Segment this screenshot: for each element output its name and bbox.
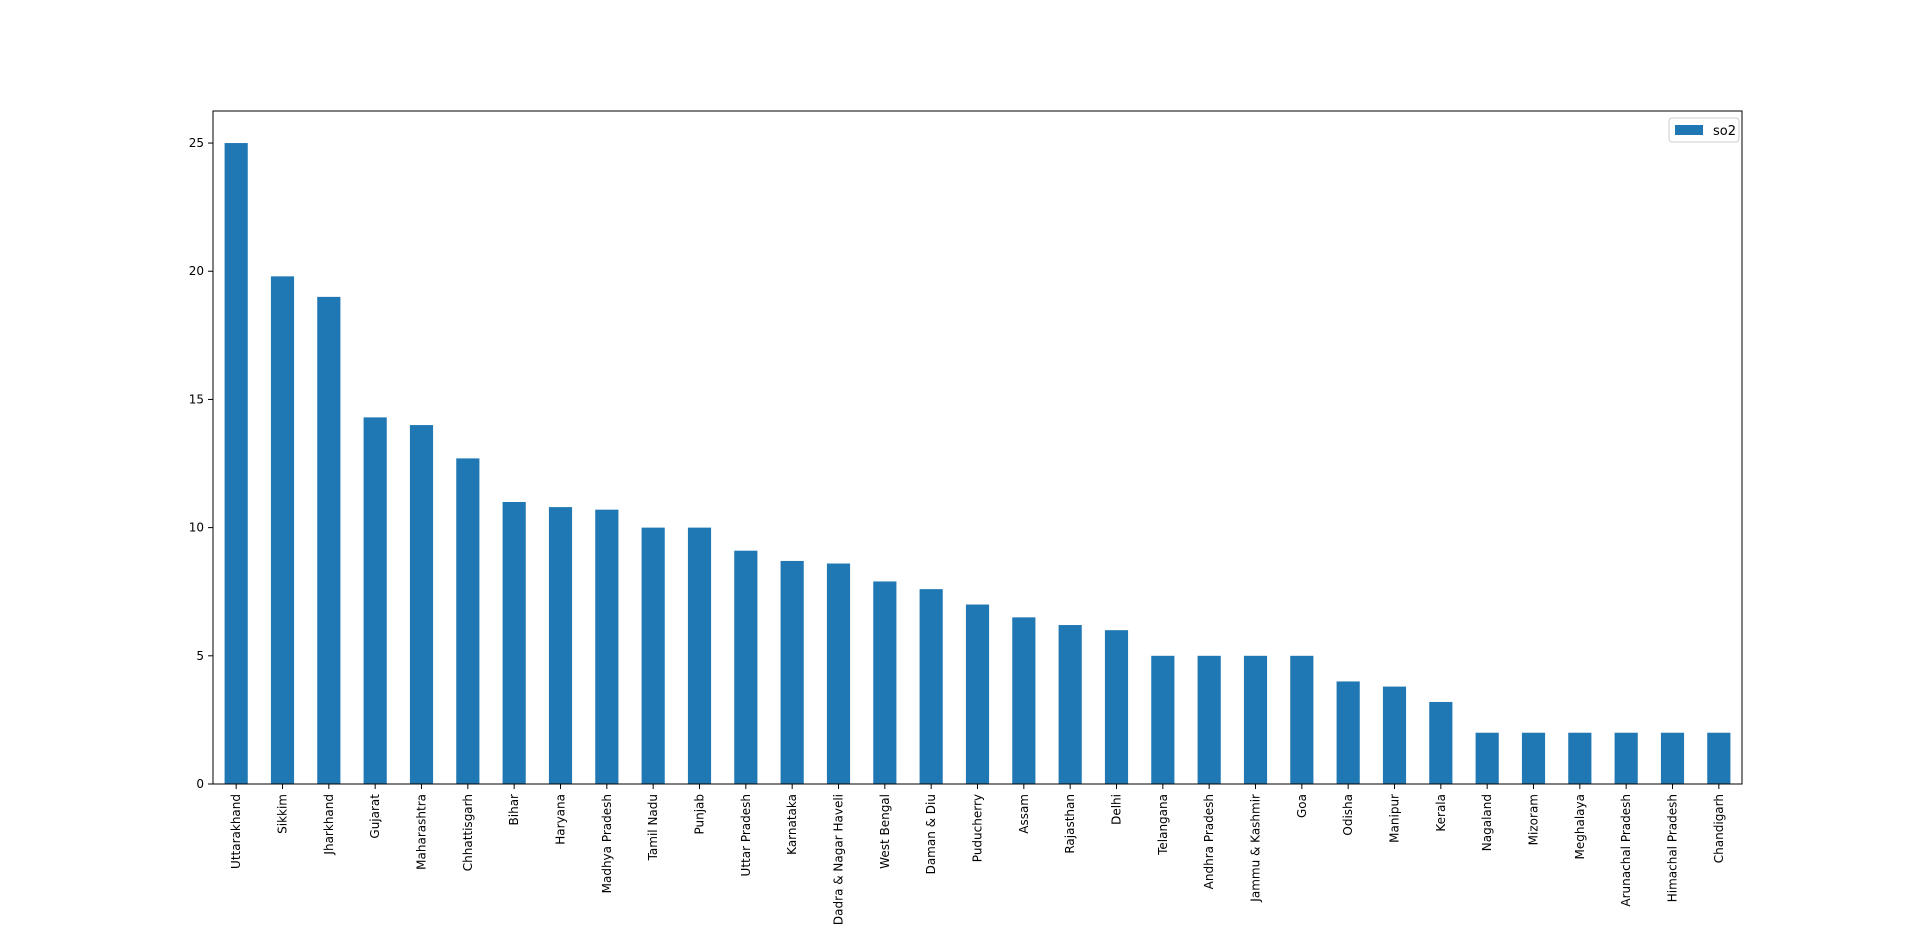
x-tick-label: Manipur	[1388, 794, 1402, 843]
bar-chandigarh	[1707, 732, 1731, 784]
x-tick-label: Kerala	[1434, 794, 1448, 832]
bar-jammu-kashmir	[1243, 655, 1268, 784]
bars-layer	[224, 143, 1731, 785]
bar-jharkhand	[317, 296, 341, 784]
x-tick-label: Karnataka	[785, 794, 799, 855]
bar-maharashtra	[409, 425, 434, 784]
x-tick-label: Mizoram	[1527, 794, 1541, 845]
x-tick-label: Dadra & Nagar Haveli	[832, 794, 846, 925]
bar-mizoram	[1521, 732, 1546, 784]
x-tick-label: Punjab	[693, 794, 707, 835]
x-tick-label: Maharashtra	[415, 794, 429, 870]
x-tick-label: Chandigarh	[1712, 794, 1726, 863]
x-axis: Uttarakhand Sikkim Jharkhand Gujarat Maharas…	[229, 784, 1726, 925]
x-tick-label: Andhra Pradesh	[1202, 794, 1216, 889]
bar-delhi	[1104, 630, 1129, 784]
y-tick-label: 25	[189, 136, 204, 150]
x-tick-label: Odisha	[1341, 794, 1355, 836]
bar-nagaland	[1475, 732, 1499, 784]
bar-sikkim	[270, 276, 295, 784]
bar-uttarakhand	[224, 143, 248, 785]
bar-gujarat	[363, 417, 387, 784]
x-tick-label: Haryana	[554, 794, 568, 845]
x-tick-label: Tamil Nadu	[646, 794, 660, 861]
x-tick-label: Telangana	[1156, 794, 1170, 856]
x-tick-label: Assam	[1017, 794, 1031, 834]
x-tick-label: Madhya Pradesh	[600, 794, 614, 893]
bar-arunachal-pradesh	[1614, 732, 1638, 784]
bar-dadra-nagar-haveli	[826, 563, 851, 784]
bar-west-bengal	[873, 581, 897, 784]
x-tick-label: Daman & Diu	[924, 794, 938, 874]
bar-rajasthan	[1058, 625, 1082, 784]
y-axis: 0 5 10 15 20 25	[189, 136, 213, 791]
y-tick-label: 15	[189, 392, 204, 406]
y-tick-label: 0	[196, 777, 204, 791]
y-tick-label: 5	[196, 649, 204, 663]
bar-punjab	[687, 527, 712, 784]
bar-haryana	[548, 507, 573, 784]
bar-daman-diu	[919, 589, 943, 784]
x-tick-label: Uttarakhand	[229, 794, 243, 869]
x-tick-label: Delhi	[1110, 794, 1124, 825]
x-tick-label: Jharkhand	[322, 794, 336, 856]
x-tick-label: Meghalaya	[1573, 794, 1587, 859]
x-tick-label: Arunachal Pradesh	[1619, 794, 1633, 907]
x-tick-label: Sikkim	[276, 794, 290, 834]
bar-uttar-pradesh	[734, 550, 758, 784]
legend-swatch	[1675, 125, 1703, 135]
bar-madhya-pradesh	[595, 509, 619, 784]
bar-odisha	[1336, 681, 1360, 784]
legend: so2	[1668, 117, 1740, 143]
bar-puducherry	[965, 604, 990, 784]
bar-karnataka	[780, 560, 804, 784]
legend-box	[1668, 117, 1740, 143]
x-tick-label: Nagaland	[1480, 794, 1494, 851]
x-tick-label: Puducherry	[971, 794, 985, 862]
bar-meghalaya	[1568, 732, 1592, 784]
x-tick-label: Chhattisgarh	[461, 794, 475, 871]
bar-kerala	[1429, 701, 1453, 784]
x-tick-label: Uttar Pradesh	[739, 794, 753, 876]
bar-andhra-pradesh	[1197, 655, 1221, 784]
y-tick-label: 20	[189, 264, 204, 278]
x-tick-label: Rajasthan	[1063, 794, 1077, 854]
x-tick-label: Gujarat	[368, 794, 382, 839]
bar-himachal-pradesh	[1660, 732, 1685, 784]
bar-assam	[1012, 617, 1036, 784]
legend-label-so2: so2	[1713, 124, 1736, 139]
bar-goa	[1290, 655, 1314, 784]
bar-chhattisgarh	[456, 458, 480, 784]
y-tick-label: 10	[189, 521, 204, 535]
bar-bihar	[502, 501, 526, 784]
x-tick-label: Himachal Pradesh	[1666, 794, 1680, 902]
x-tick-label: Goa	[1295, 794, 1309, 818]
bar-tamil-nadu	[641, 527, 665, 784]
x-tick-label: West Bengal	[878, 794, 892, 869]
bar-telangana	[1151, 655, 1175, 784]
x-tick-label: Jammu & Kashmir	[1249, 794, 1263, 903]
bar-manipur	[1382, 686, 1407, 784]
x-tick-label: Bihar	[507, 794, 521, 826]
plot-frame	[212, 110, 1743, 785]
